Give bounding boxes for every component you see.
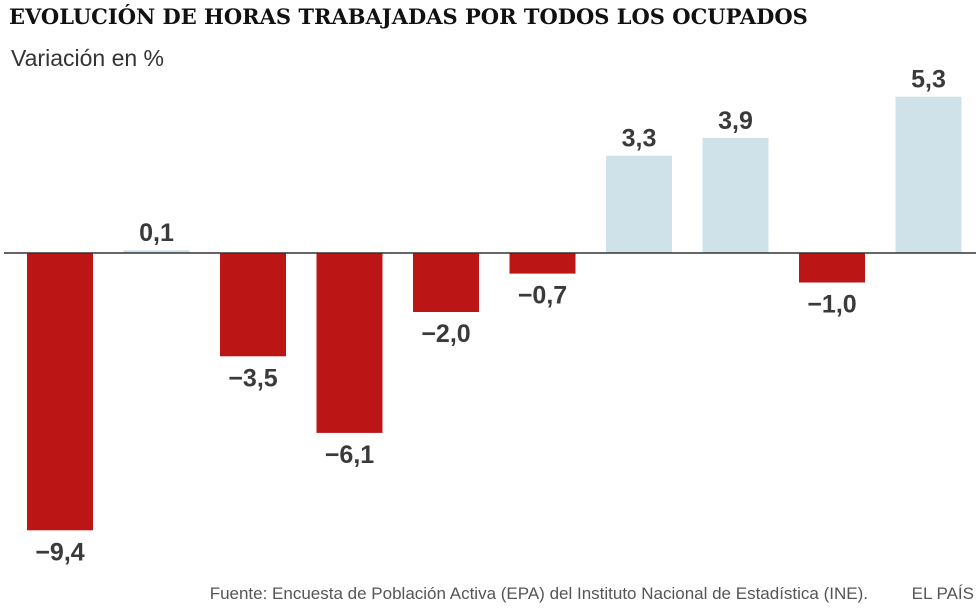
bar-9 [799,253,865,283]
bar-8 [702,137,769,253]
source-note: Fuente: Encuesta de Población Activa (EP… [209,584,868,603]
data-label-1: −9,4 [35,538,84,566]
bar-7 [606,155,672,253]
data-label-4: −6,1 [325,441,374,469]
bar-6 [509,253,576,274]
bar-1 [27,253,93,531]
data-label-9: −1,0 [807,291,856,319]
data-label-6: −0,7 [518,282,567,310]
chart-subtitle: Variación en % [11,45,164,71]
data-label-7: 3,3 [622,125,657,153]
brand-label: EL PAÍS [911,584,974,603]
bar-2 [123,250,190,254]
chart-title: EVOLUCIÓN DE HORAS TRABAJADAS POR TODOS … [9,4,808,29]
data-label-10: 5,3 [911,66,946,94]
bar-5 [413,253,479,312]
bar-3 [220,253,286,357]
data-label-2: 0,1 [139,219,174,247]
data-label-8: 3,9 [718,107,753,135]
bar-4 [316,253,383,433]
bar-10 [895,96,962,253]
data-label-3: −3,5 [228,364,277,392]
data-label-5: −2,0 [421,320,470,348]
